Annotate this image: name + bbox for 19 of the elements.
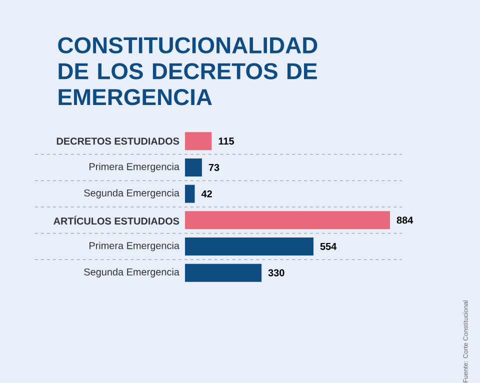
data-label: 115 — [218, 138, 234, 145]
y-tick-label: Primera Emergencia — [89, 162, 180, 172]
data-label: 554 — [320, 243, 337, 250]
data-label: 73 — [208, 164, 220, 172]
y-tick-label: Primera Emergencia — [89, 242, 180, 252]
bar — [185, 158, 202, 177]
bar — [185, 264, 262, 282]
data-label: 42 — [201, 190, 212, 198]
y-tick-label: Segunda Emergencia — [84, 189, 180, 199]
y-tick-label: Segunda Emergencia — [84, 268, 180, 278]
bar — [185, 238, 314, 256]
bar — [185, 184, 195, 203]
data-label: 330 — [268, 269, 284, 276]
data-label: 884 — [396, 216, 414, 224]
y-tick-label: ARTÍCULOS ESTUDIADOS — [54, 216, 180, 225]
y-tick-label: DECRETOS ESTUDIADOS — [56, 138, 180, 145]
bar — [185, 211, 390, 230]
bar — [185, 132, 212, 150]
chart-title: CONSTITUCIONALIDAD DE LOS DECRETOS DE EMERGENCIA — [58, 37, 318, 106]
